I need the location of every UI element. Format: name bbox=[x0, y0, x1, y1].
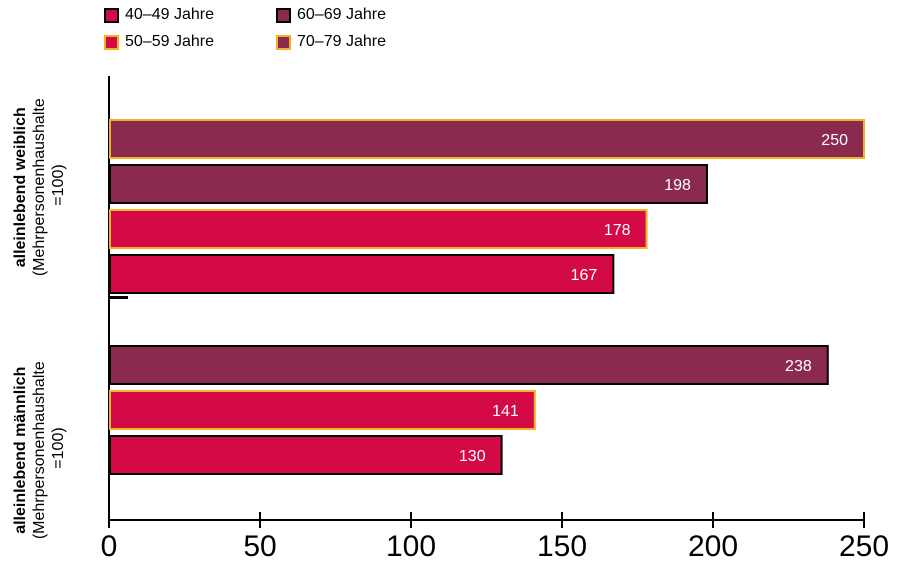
group-label-maennlich-line2: (Mehrpersonenhaushalte bbox=[31, 361, 48, 539]
legend-item-40-49: 40–49 Jahre bbox=[104, 6, 214, 24]
group-label-weiblich-line1: alleinlebend weiblich bbox=[12, 107, 29, 267]
group-label-maennlich-line3: =100) bbox=[50, 427, 67, 468]
bar-value-label: 250 bbox=[821, 132, 848, 149]
bar-weiblich-70-79 bbox=[109, 119, 865, 159]
legend-label-50-59: 50–59 Jahre bbox=[125, 33, 214, 50]
bar-maennlich-40-49 bbox=[109, 435, 503, 475]
bar-maennlich-60-69 bbox=[109, 345, 829, 385]
bar-weiblich-50-59 bbox=[109, 209, 648, 249]
x-tick-label: 150 bbox=[537, 530, 587, 561]
legend-swatch-60-69 bbox=[276, 7, 291, 23]
group-label-maennlich: alleinlebend männlich (Mehrpersonenhaush… bbox=[12, 357, 67, 539]
bar-weiblich-60-69 bbox=[109, 164, 708, 204]
bar-value-label: 238 bbox=[785, 358, 812, 375]
bar-value-label: 198 bbox=[664, 177, 691, 194]
group-label-weiblich: alleinlebend weiblich (Mehrpersonenhaush… bbox=[12, 94, 67, 276]
bar-value-label: 167 bbox=[571, 267, 598, 284]
bar-value-label: 130 bbox=[459, 448, 486, 465]
group-label-weiblich-line2: (Mehrpersonenhaushalte bbox=[31, 98, 48, 276]
bar-weiblich-40-49 bbox=[109, 254, 615, 294]
x-tick-label: 50 bbox=[243, 530, 276, 561]
legend-swatch-50-59 bbox=[104, 34, 119, 50]
bar-value-label: 178 bbox=[604, 222, 631, 239]
x-tick-label: 200 bbox=[688, 530, 738, 561]
x-tick-label: 250 bbox=[839, 530, 889, 561]
bar-value-label: 141 bbox=[492, 403, 519, 420]
group-label-weiblich-line3: =100) bbox=[50, 164, 67, 205]
x-tick-label: 0 bbox=[101, 530, 118, 561]
legend-item-50-59: 50–59 Jahre bbox=[104, 33, 214, 51]
legend-label-40-49: 40–49 Jahre bbox=[125, 6, 214, 23]
x-tick-label: 100 bbox=[386, 530, 436, 561]
legend-swatch-70-79 bbox=[276, 34, 291, 50]
legend: 40–49 Jahre 50–59 Jahre 60–69 Jahre 70–7… bbox=[104, 6, 444, 60]
legend-item-70-79: 70–79 Jahre bbox=[276, 33, 386, 51]
legend-item-60-69: 60–69 Jahre bbox=[276, 6, 386, 24]
small-tick-mark bbox=[110, 296, 128, 299]
legend-label-60-69: 60–69 Jahre bbox=[297, 6, 386, 23]
group-label-maennlich-line1: alleinlebend männlich bbox=[12, 367, 29, 534]
bar-maennlich-50-59 bbox=[109, 390, 536, 430]
legend-swatch-40-49 bbox=[104, 7, 119, 23]
legend-label-70-79: 70–79 Jahre bbox=[297, 33, 386, 50]
